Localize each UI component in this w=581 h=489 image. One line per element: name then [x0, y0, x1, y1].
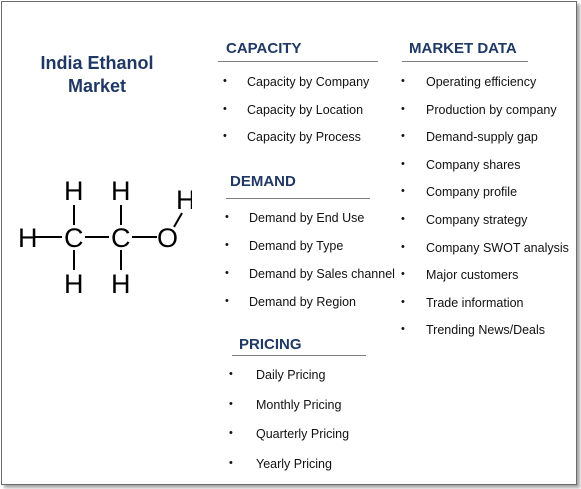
- list-item-label: Demand by Sales channel: [249, 267, 395, 281]
- bullet-icon: •: [401, 268, 405, 281]
- atom-o: O: [157, 223, 178, 253]
- bullet-icon: •: [401, 157, 405, 170]
- bullet-icon: •: [225, 267, 229, 279]
- list-item-label: Yearly Pricing: [256, 456, 332, 471]
- list-item-label: Capacity by Location: [247, 102, 364, 117]
- bullet-icon: •: [401, 130, 405, 143]
- list-item-label: Production by company: [426, 102, 557, 117]
- bullet-icon: •: [223, 102, 227, 115]
- bullet-icon: •: [229, 397, 233, 410]
- list-item-label: Operating efficiency: [426, 75, 537, 89]
- list-item-label: Company SWOT analysis: [426, 240, 569, 255]
- list-item-label: Demand by Region: [249, 295, 357, 309]
- pricing-rule: [232, 355, 366, 356]
- atom-c1: C: [64, 223, 84, 253]
- list-item-label: Capacity by Company: [247, 75, 370, 89]
- list-item-label: Monthly Pricing: [256, 397, 342, 412]
- atom-h-c1-bottom: H: [64, 269, 84, 299]
- bullet-icon: •: [401, 295, 405, 308]
- atom-c2: C: [111, 223, 131, 253]
- diagram-title: India Ethanol Market: [26, 52, 168, 98]
- market-data-rule: [402, 61, 528, 62]
- capacity-heading: CAPACITY: [226, 40, 302, 57]
- molecule-bonds: [34, 205, 183, 270]
- atom-h-c2-bottom: H: [111, 269, 131, 299]
- list-item-label: Capacity by Process: [247, 130, 361, 144]
- bullet-icon: •: [401, 75, 405, 87]
- list-item-label: Company strategy: [426, 212, 528, 227]
- list-item-label: Demand-supply gap: [426, 130, 538, 145]
- bullet-icon: •: [223, 130, 227, 142]
- list-item-label: Trending News/Deals: [426, 323, 546, 338]
- list-item-label: Trade information: [426, 295, 524, 310]
- bond-o-h: [173, 212, 183, 228]
- bullet-icon: •: [223, 75, 227, 87]
- atom-h-c2-top: H: [111, 176, 131, 206]
- atom-h-c1-top: H: [64, 176, 84, 206]
- demand-heading: DEMAND: [230, 173, 296, 190]
- market-data-heading: MARKET DATA: [409, 40, 517, 57]
- bullet-icon: •: [229, 427, 233, 439]
- capacity-rule: [218, 61, 378, 62]
- bullet-icon: •: [225, 295, 229, 307]
- bullet-icon: •: [401, 212, 405, 225]
- bullet-icon: •: [401, 185, 405, 198]
- bullet-icon: •: [229, 368, 233, 380]
- bullet-icon: •: [401, 240, 405, 253]
- demand-rule: [226, 198, 370, 199]
- pricing-heading: PRICING: [239, 336, 302, 353]
- title-line-2: Market: [67, 76, 127, 96]
- atom-h-o: H: [176, 185, 192, 215]
- list-item-label: Major customers: [426, 268, 519, 283]
- ethanol-structure-diagram: H C C O H H H H H: [18, 176, 192, 299]
- bullet-icon: •: [225, 211, 229, 223]
- bullet-icon: •: [229, 456, 233, 469]
- list-item-label: Daily Pricing: [256, 368, 326, 382]
- atom-h-left: H: [18, 223, 38, 253]
- list-item-label: Demand by Type: [249, 239, 344, 253]
- title-line-1: India Ethanol: [40, 53, 154, 73]
- list-item-label: Company profile: [426, 185, 518, 200]
- list-item-label: Demand by End Use: [249, 211, 365, 225]
- list-item-label: Quarterly Pricing: [256, 427, 350, 441]
- list-item-label: Company shares: [426, 157, 521, 172]
- bullet-icon: •: [401, 323, 405, 336]
- bullet-icon: •: [401, 102, 405, 115]
- bullet-icon: •: [225, 239, 229, 251]
